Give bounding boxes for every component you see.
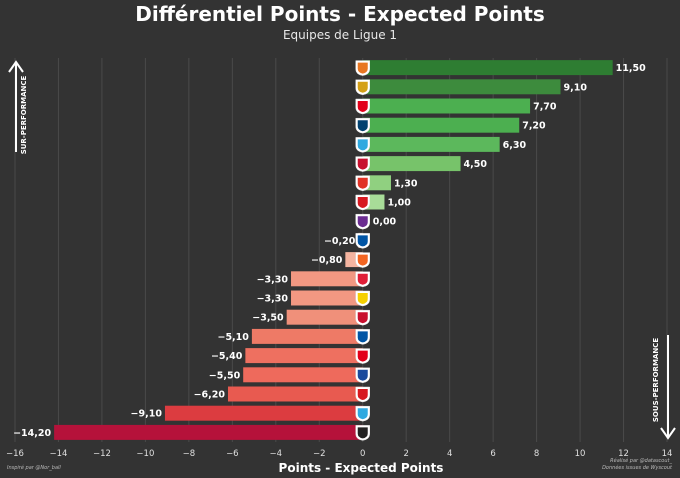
bar xyxy=(243,367,363,383)
x-tick-label: 0 xyxy=(360,449,365,459)
bar-value-label: −3,30 xyxy=(257,294,289,305)
bar xyxy=(362,79,561,95)
bar xyxy=(245,348,363,364)
arrow-down-icon xyxy=(660,335,676,440)
x-tick-label: 8 xyxy=(534,449,539,459)
auxerre-crest-icon xyxy=(355,329,370,345)
brest-crest-icon xyxy=(355,386,370,403)
bar-value-label: 6,30 xyxy=(503,140,527,151)
x-tick-label: −10 xyxy=(136,449,154,459)
bar xyxy=(291,271,363,287)
x-tick-label: 10 xyxy=(575,449,586,459)
x-tick-label: −8 xyxy=(183,449,196,459)
bar xyxy=(362,156,461,172)
x-tick-label: −4 xyxy=(270,449,283,459)
x-tick-label: 2 xyxy=(403,449,408,459)
marseille-crest-icon xyxy=(355,137,370,153)
bar xyxy=(164,405,363,421)
lens-crest-icon xyxy=(355,79,370,96)
overperformance-label: SUR-PERFORMANCE xyxy=(20,75,28,155)
credit-data-source: Données issues de Wyscout xyxy=(602,465,672,471)
bar xyxy=(362,98,531,114)
bar-value-label: 4,50 xyxy=(464,159,488,170)
montpellier-crest-icon xyxy=(355,252,370,268)
lyon-crest-icon xyxy=(355,367,370,384)
bar-value-label: 0,00 xyxy=(373,217,397,228)
bar-value-label: 7,70 xyxy=(533,102,557,113)
bar xyxy=(291,290,363,306)
clermont-crest-icon xyxy=(355,156,370,172)
troyes-crest-icon xyxy=(355,233,370,249)
bar-value-label: −0,80 xyxy=(311,255,343,266)
bar-value-label: −3,50 xyxy=(252,313,284,324)
gridlines xyxy=(14,58,668,442)
bar-value-label: −6,20 xyxy=(194,390,226,401)
bar-value-label: 1,00 xyxy=(387,198,411,209)
rennes-crest-icon xyxy=(355,175,370,192)
arrow-up-icon xyxy=(8,60,24,152)
x-tick-label: −2 xyxy=(313,449,326,459)
x-tick-label: −12 xyxy=(93,449,111,459)
team-icons xyxy=(355,60,370,441)
x-tick-label: 14 xyxy=(662,449,673,459)
x-tick-label: 6 xyxy=(490,449,495,459)
credit-source: Réalisé par @datascout_ Données issues d… xyxy=(560,458,672,472)
bar xyxy=(362,136,500,152)
ajaccio-crest-icon xyxy=(355,348,370,364)
nice-crest-icon xyxy=(355,309,370,326)
x-tick-label: −16 xyxy=(6,449,24,459)
credit-author: Réalisé par @datascout_ xyxy=(610,458,672,464)
bar-value-label: 1,30 xyxy=(394,178,418,189)
chart-subtitle: Equipes de Ligue 1 xyxy=(282,28,398,42)
value-labels: 11,50 9,10 7,70 7,20 6,30 4,50 1,30 1,00 0,00 −0,… xyxy=(13,63,646,439)
bar-value-label: −5,40 xyxy=(211,351,243,362)
toulouse-crest-icon xyxy=(355,213,370,230)
bar-value-label: 11,50 xyxy=(616,63,646,74)
lorient-crest-icon xyxy=(355,60,370,76)
bars xyxy=(54,60,613,440)
lille-crest-icon xyxy=(355,271,370,288)
credit-inspired: Inspiré par @Nor_ball xyxy=(7,465,61,471)
psg-crest-icon xyxy=(355,117,370,134)
bar-value-label: −14,20 xyxy=(13,428,51,439)
bar-value-label: 7,20 xyxy=(522,121,546,132)
bar-value-label: −5,50 xyxy=(209,370,241,381)
bar xyxy=(227,386,363,402)
bar-value-label: −5,10 xyxy=(217,332,249,343)
bar xyxy=(286,309,363,325)
underperformance-label: SOUS-PERFORMANCE xyxy=(652,337,660,423)
bar xyxy=(362,60,613,76)
bar xyxy=(251,328,363,344)
strasbourg-crest-icon xyxy=(355,405,370,422)
monaco-crest-icon xyxy=(355,98,370,115)
x-tick-label: 4 xyxy=(447,449,452,459)
x-tick-labels: −16 −14 −12 −10 −8 −6 −4 −2 0 2 4 6 8 10 12 14 xyxy=(6,449,672,459)
x-axis-label: Points - Expected Points xyxy=(279,461,444,475)
x-tick-label: −6 xyxy=(226,449,239,459)
x-tick-label: 12 xyxy=(618,449,629,459)
nantes-crest-icon xyxy=(355,290,370,307)
angers-crest-icon xyxy=(355,425,370,441)
bar-value-label: −9,10 xyxy=(131,409,163,420)
chart-title: Différentiel Points - Expected Points xyxy=(135,2,545,26)
reims-crest-icon xyxy=(355,194,370,211)
bar-value-label: −3,30 xyxy=(257,274,289,285)
x-tick-label: −14 xyxy=(49,449,67,459)
bar-value-label: 9,10 xyxy=(564,82,588,93)
bar-value-label: −0,20 xyxy=(324,236,356,247)
bar xyxy=(54,424,363,440)
bar xyxy=(362,117,520,133)
